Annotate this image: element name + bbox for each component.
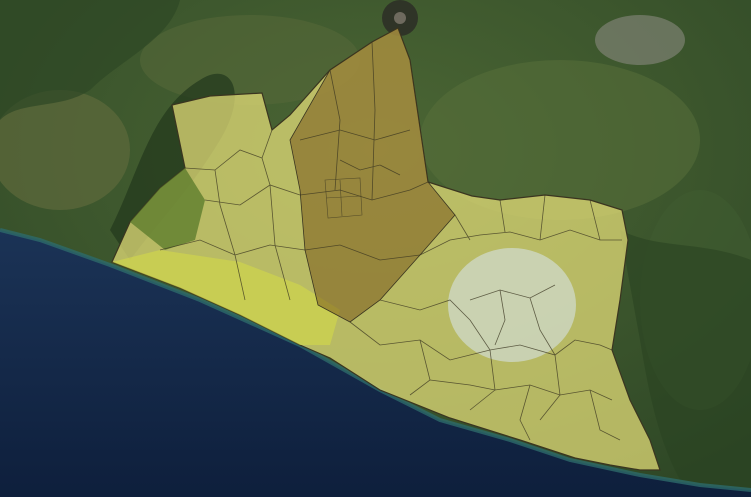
lime-zone[interactable] [112, 250, 340, 345]
city-district-boundaries [324, 177, 363, 219]
coastline [0, 228, 751, 492]
white-zone[interactable] [448, 248, 576, 362]
mountain-ridge [620, 230, 751, 497]
land-patch [420, 60, 700, 220]
land-patch [140, 15, 360, 105]
district-boundaries [159, 41, 622, 441]
green-zone[interactable] [130, 168, 205, 250]
volcano-crater [394, 12, 406, 24]
land-patch [0, 90, 130, 210]
mountain-ridge [0, 0, 180, 120]
city-area [595, 15, 685, 65]
